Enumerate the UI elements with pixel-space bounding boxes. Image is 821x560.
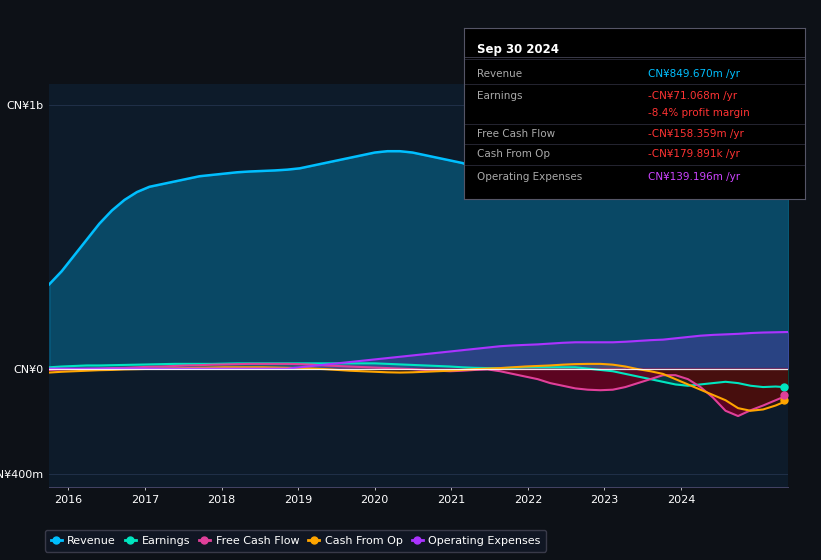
Text: -8.4% profit margin: -8.4% profit margin bbox=[648, 109, 750, 118]
Text: Cash From Op: Cash From Op bbox=[478, 150, 551, 160]
Text: Sep 30 2024: Sep 30 2024 bbox=[478, 43, 559, 57]
Text: CN¥849.670m /yr: CN¥849.670m /yr bbox=[648, 69, 740, 79]
Text: Revenue: Revenue bbox=[478, 69, 523, 79]
Text: -CN¥179.891k /yr: -CN¥179.891k /yr bbox=[648, 150, 740, 160]
Legend: Revenue, Earnings, Free Cash Flow, Cash From Op, Operating Expenses: Revenue, Earnings, Free Cash Flow, Cash … bbox=[45, 530, 546, 552]
Text: -CN¥158.359m /yr: -CN¥158.359m /yr bbox=[648, 129, 744, 139]
Text: CN¥139.196m /yr: CN¥139.196m /yr bbox=[648, 171, 740, 181]
Text: Operating Expenses: Operating Expenses bbox=[478, 171, 583, 181]
Text: Free Cash Flow: Free Cash Flow bbox=[478, 129, 556, 139]
Text: -CN¥71.068m /yr: -CN¥71.068m /yr bbox=[648, 91, 737, 101]
Text: Earnings: Earnings bbox=[478, 91, 523, 101]
